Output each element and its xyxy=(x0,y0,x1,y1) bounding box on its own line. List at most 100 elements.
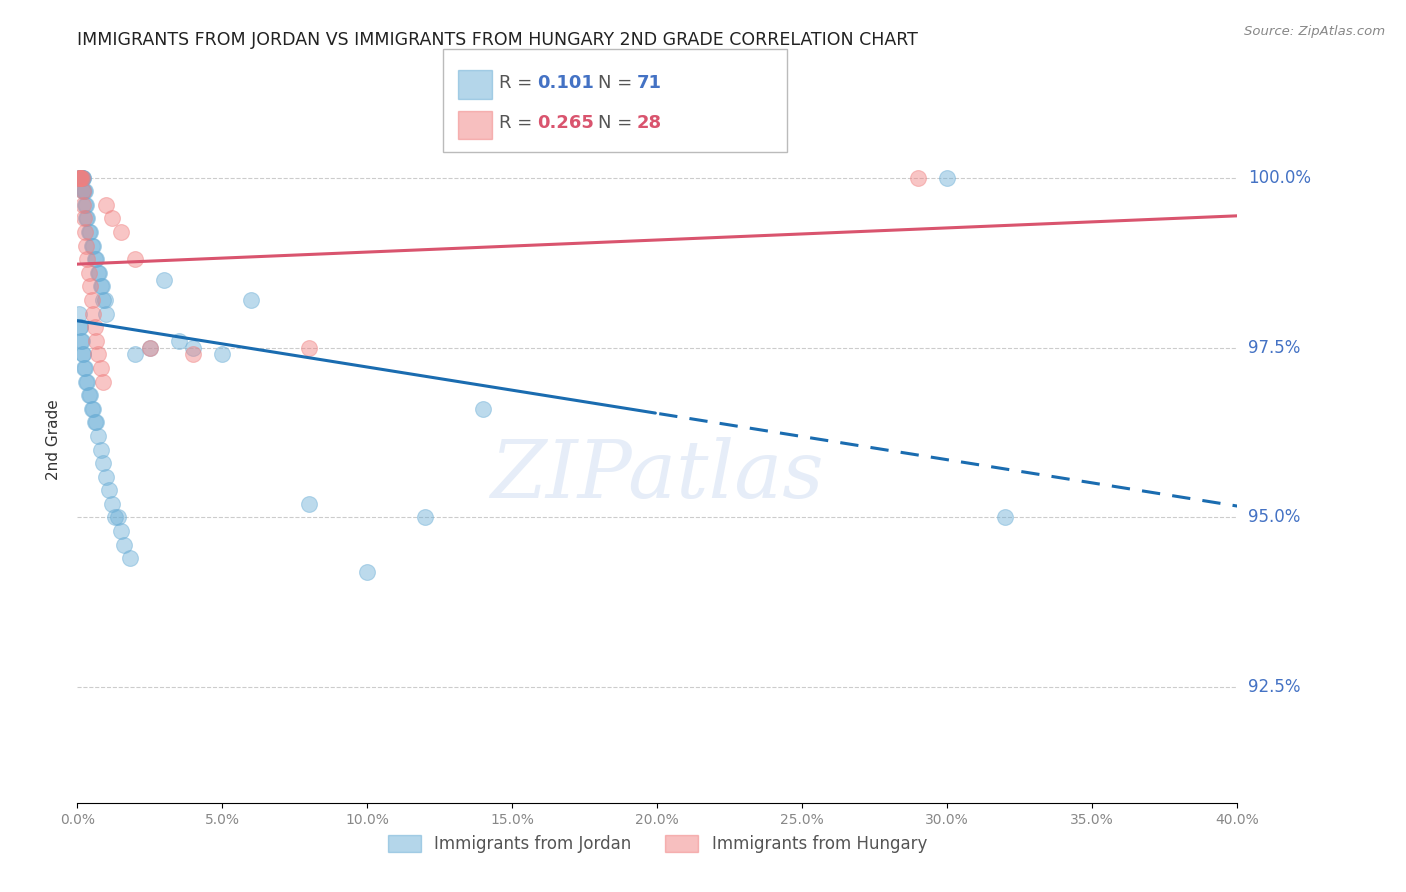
Point xyxy=(83,320,105,334)
Point xyxy=(79,225,101,239)
Text: R =: R = xyxy=(499,114,538,132)
Text: R =: R = xyxy=(499,74,538,92)
Text: ZIPatlas: ZIPatlas xyxy=(491,437,824,515)
Point xyxy=(90,442,111,457)
Point xyxy=(69,170,91,185)
Point xyxy=(298,341,321,355)
Point xyxy=(104,510,127,524)
Point xyxy=(98,483,121,498)
Point xyxy=(75,238,97,252)
Legend: Immigrants from Jordan, Immigrants from Hungary: Immigrants from Jordan, Immigrants from … xyxy=(381,829,934,860)
Text: N =: N = xyxy=(598,74,637,92)
Text: 95.0%: 95.0% xyxy=(1249,508,1301,526)
Point xyxy=(139,341,162,355)
Point xyxy=(86,347,108,361)
Point xyxy=(72,347,94,361)
Point xyxy=(86,429,108,443)
Point xyxy=(83,415,105,429)
Point xyxy=(80,238,103,252)
Point xyxy=(211,347,233,361)
Point xyxy=(112,538,135,552)
Point xyxy=(72,184,94,198)
Point xyxy=(70,334,93,348)
Point xyxy=(75,211,97,226)
Point xyxy=(82,401,104,416)
Point xyxy=(84,334,107,348)
Point xyxy=(75,198,97,212)
Point xyxy=(80,293,103,307)
Point xyxy=(110,225,132,239)
Point xyxy=(90,279,111,293)
Point xyxy=(124,252,146,267)
Point xyxy=(76,252,98,267)
Point xyxy=(77,266,100,280)
Point xyxy=(94,293,117,307)
Point xyxy=(70,170,93,185)
Point xyxy=(907,170,929,185)
Point xyxy=(83,252,105,267)
Text: Source: ZipAtlas.com: Source: ZipAtlas.com xyxy=(1244,25,1385,38)
Point xyxy=(69,170,91,185)
Point xyxy=(72,347,94,361)
Point xyxy=(70,170,93,185)
Point xyxy=(72,184,94,198)
Point xyxy=(167,334,190,348)
Point xyxy=(110,524,132,538)
Text: 71: 71 xyxy=(637,74,662,92)
Point xyxy=(69,170,91,185)
Point xyxy=(69,170,91,185)
Point xyxy=(96,469,118,483)
Y-axis label: 2nd Grade: 2nd Grade xyxy=(46,399,62,480)
Point xyxy=(91,279,114,293)
Point xyxy=(413,510,436,524)
Point xyxy=(84,415,107,429)
Point xyxy=(79,279,101,293)
Point xyxy=(69,170,91,185)
Point xyxy=(107,510,129,524)
Point xyxy=(118,551,141,566)
Point xyxy=(69,170,91,185)
Text: 0.265: 0.265 xyxy=(537,114,593,132)
Point xyxy=(101,211,124,226)
Point xyxy=(67,307,90,321)
Text: 100.0%: 100.0% xyxy=(1249,169,1312,186)
Point xyxy=(84,252,107,267)
Point xyxy=(298,497,321,511)
Point xyxy=(82,307,104,321)
Point xyxy=(69,334,91,348)
Text: 97.5%: 97.5% xyxy=(1249,339,1301,357)
Point xyxy=(77,388,100,402)
Point xyxy=(69,320,91,334)
Point xyxy=(93,375,115,389)
Point xyxy=(79,388,101,402)
Point xyxy=(139,341,162,355)
Point xyxy=(86,266,108,280)
Text: IMMIGRANTS FROM JORDAN VS IMMIGRANTS FROM HUNGARY 2ND GRADE CORRELATION CHART: IMMIGRANTS FROM JORDAN VS IMMIGRANTS FRO… xyxy=(77,31,918,49)
Point xyxy=(356,565,378,579)
Point xyxy=(72,170,94,185)
Point xyxy=(183,341,205,355)
Point xyxy=(69,320,91,334)
Point xyxy=(75,198,97,212)
Point xyxy=(82,238,104,252)
Point xyxy=(472,401,495,416)
Text: 28: 28 xyxy=(637,114,662,132)
Point xyxy=(994,510,1017,524)
Point xyxy=(936,170,959,185)
Point xyxy=(67,170,90,185)
Point xyxy=(73,361,96,376)
Point xyxy=(96,307,118,321)
Point xyxy=(76,211,98,226)
Point xyxy=(75,375,97,389)
Point xyxy=(183,347,205,361)
Point xyxy=(67,170,90,185)
Point xyxy=(73,225,96,239)
Point xyxy=(73,361,96,376)
Point xyxy=(77,225,100,239)
Point xyxy=(93,456,115,470)
Point xyxy=(76,375,98,389)
Point xyxy=(69,170,91,185)
Point xyxy=(73,184,96,198)
Point xyxy=(93,293,115,307)
Point xyxy=(80,401,103,416)
